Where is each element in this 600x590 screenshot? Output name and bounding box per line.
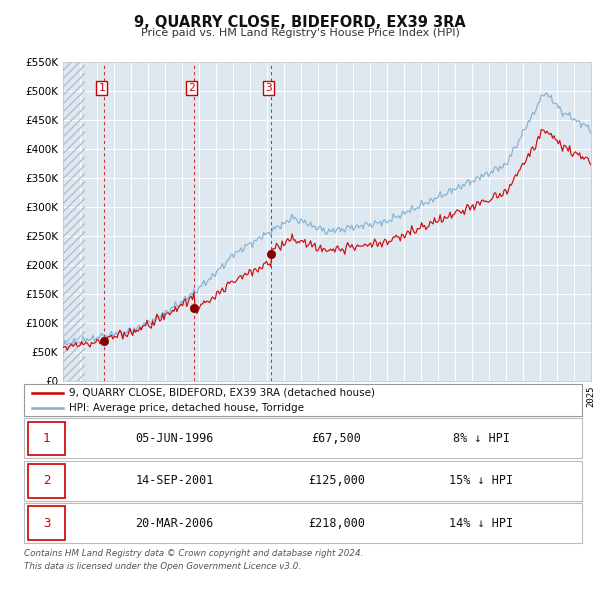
Bar xyxy=(28,421,65,455)
Text: Contains HM Land Registry data © Crown copyright and database right 2024.: Contains HM Land Registry data © Crown c… xyxy=(24,549,364,558)
Text: This data is licensed under the Open Government Licence v3.0.: This data is licensed under the Open Gov… xyxy=(24,562,301,571)
Text: 3: 3 xyxy=(43,517,50,530)
Bar xyxy=(28,506,65,540)
Text: 20-MAR-2006: 20-MAR-2006 xyxy=(136,517,214,530)
Text: 05-JUN-1996: 05-JUN-1996 xyxy=(136,432,214,445)
Text: 1: 1 xyxy=(43,432,50,445)
Text: 8% ↓ HPI: 8% ↓ HPI xyxy=(453,432,510,445)
Text: 2: 2 xyxy=(188,83,195,93)
Text: £218,000: £218,000 xyxy=(308,517,365,530)
Bar xyxy=(28,464,65,498)
Text: Price paid vs. HM Land Registry's House Price Index (HPI): Price paid vs. HM Land Registry's House … xyxy=(140,28,460,38)
Text: 1: 1 xyxy=(98,83,105,93)
Text: HPI: Average price, detached house, Torridge: HPI: Average price, detached house, Torr… xyxy=(68,403,304,413)
Bar xyxy=(63,62,85,381)
Text: 9, QUARRY CLOSE, BIDEFORD, EX39 3RA: 9, QUARRY CLOSE, BIDEFORD, EX39 3RA xyxy=(134,15,466,30)
Text: £125,000: £125,000 xyxy=(308,474,365,487)
Bar xyxy=(63,62,85,381)
Text: 9, QUARRY CLOSE, BIDEFORD, EX39 3RA (detached house): 9, QUARRY CLOSE, BIDEFORD, EX39 3RA (det… xyxy=(68,388,374,398)
Text: 14-SEP-2001: 14-SEP-2001 xyxy=(136,474,214,487)
Text: 14% ↓ HPI: 14% ↓ HPI xyxy=(449,517,514,530)
Text: 2: 2 xyxy=(43,474,50,487)
Text: 3: 3 xyxy=(265,83,272,93)
Text: 15% ↓ HPI: 15% ↓ HPI xyxy=(449,474,514,487)
Text: £67,500: £67,500 xyxy=(311,432,361,445)
